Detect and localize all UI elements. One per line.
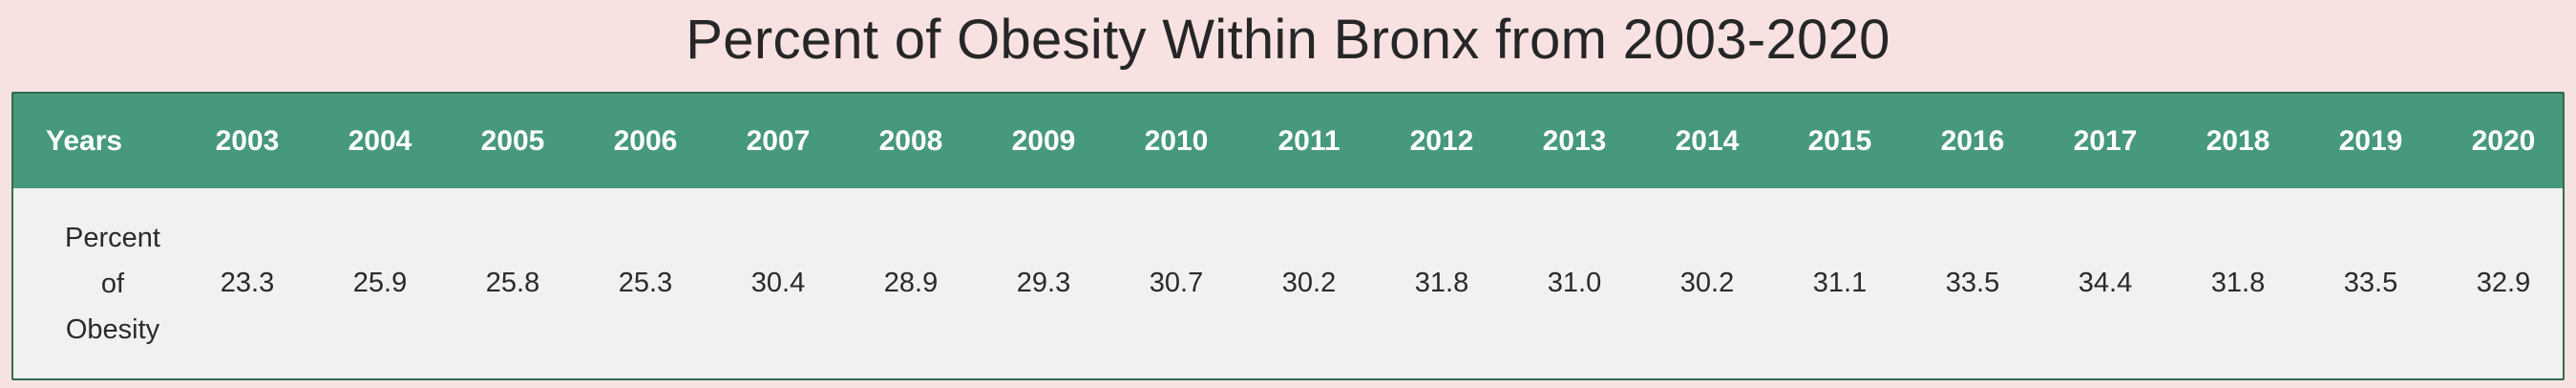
table-header-2013: 2013	[1542, 125, 1607, 157]
table-cell-2004: 25.9	[352, 268, 408, 298]
table-cell-2017: 34.4	[2078, 268, 2133, 298]
table-row: Percent of Obesity 23.3 25.9 25.8 25.3 30.4 2…	[13, 188, 2563, 378]
table-cell-2020: 32.9	[2476, 268, 2531, 298]
row-label-percent-of-obesity: Percent of Obesity	[36, 188, 189, 378]
table-header-2007: 2007	[746, 125, 811, 157]
table-cell-2018: 31.8	[2210, 268, 2266, 298]
table-cell-2008: 28.9	[883, 268, 939, 298]
table-header-row: Years 2003 2004 2005 2006 2007 2008 2009 2010 20…	[13, 94, 2563, 188]
table-cell-2010: 30.7	[1149, 268, 1204, 298]
table-header-2016: 2016	[1940, 125, 2005, 157]
table-cell-2007: 30.4	[750, 268, 806, 298]
table-header-2006: 2006	[613, 125, 678, 157]
table-header-2014: 2014	[1675, 125, 1740, 157]
table-header-2019: 2019	[2338, 125, 2403, 157]
table-header-2009: 2009	[1011, 125, 1076, 157]
row-label-text: Percent of Obesity	[65, 222, 160, 345]
table-header-2005: 2005	[480, 125, 545, 157]
table-header-2003: 2003	[215, 125, 280, 157]
table-cell-2014: 30.2	[1679, 268, 1735, 298]
table-cell-2015: 31.1	[1812, 268, 1868, 298]
table-header-2010: 2010	[1144, 125, 1209, 157]
table-header-2004: 2004	[348, 125, 412, 157]
table-header-2017: 2017	[2073, 125, 2138, 157]
table-header-2015: 2015	[1807, 125, 1872, 157]
table-header-2008: 2008	[878, 125, 943, 157]
obesity-table: Years 2003 2004 2005 2006 2007 2008 2009 2010 20…	[11, 92, 2565, 380]
table-cell-2011: 30.2	[1281, 268, 1337, 298]
table-cell-2006: 25.3	[618, 268, 673, 298]
page-title: Percent of Obesity Within Bronx from 200…	[686, 9, 1890, 71]
table-cell-2013: 31.0	[1547, 268, 1602, 298]
table-cell-2016: 33.5	[1945, 268, 2000, 298]
table-header-2012: 2012	[1409, 125, 1474, 157]
table-cell-2009: 29.3	[1016, 268, 1071, 298]
table-header-2020: 2020	[2471, 125, 2536, 157]
table-cell-2019: 33.5	[2343, 268, 2398, 298]
table-cell-2012: 31.8	[1414, 268, 1469, 298]
table-header-2011: 2011	[1277, 125, 1341, 157]
table-header-years: Years	[46, 125, 123, 157]
table-header-2018: 2018	[2206, 125, 2270, 157]
table-cell-2003: 23.3	[220, 268, 275, 298]
table-cell-2005: 25.8	[485, 268, 540, 298]
